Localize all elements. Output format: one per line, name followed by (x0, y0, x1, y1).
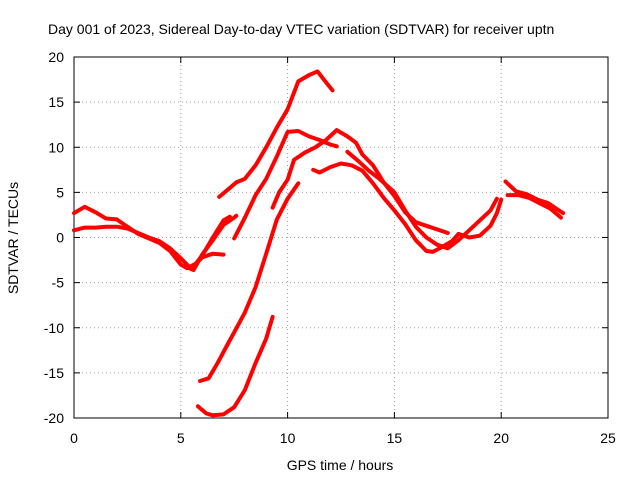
series-arc-4 (217, 69, 335, 199)
y-tick-label: 10 (48, 139, 64, 155)
y-tick-label: -10 (44, 320, 64, 336)
x-tick-label: 0 (70, 430, 78, 446)
grid (74, 57, 608, 418)
x-axis-label: GPS time / hours (287, 457, 394, 473)
y-tick-label: 5 (56, 184, 64, 200)
y-tick-label: 0 (56, 230, 64, 246)
series-arc-8 (345, 149, 499, 251)
series-arc-7 (311, 161, 504, 254)
x-tick-label: 20 (493, 430, 509, 446)
x-tick-label: 25 (600, 430, 616, 446)
series-arc-2 (72, 214, 232, 272)
series-arc-6 (270, 128, 450, 235)
y-tick-label: 15 (48, 94, 64, 110)
y-axis-label: SDTVAR / TECUs (5, 182, 21, 294)
series-arc-9 (503, 179, 566, 216)
x-tick-label: 5 (177, 430, 185, 446)
tick-labels: 0 5 10 15 20 25 20 15 10 5 0 -5 -10 -15 -20 (44, 49, 616, 446)
y-tick-label: 20 (48, 49, 64, 65)
series-arc-12 (198, 181, 301, 383)
series-group (72, 69, 566, 418)
y-tick-label: -20 (44, 410, 64, 426)
axis-ticks (73, 56, 609, 419)
series-arc-3 (183, 213, 239, 272)
series-arc-10 (505, 193, 563, 220)
x-tick-label: 10 (280, 430, 296, 446)
y-tick-label: -15 (44, 365, 64, 381)
chart-title: Day 001 of 2023, Sidereal Day-to-day VTE… (48, 21, 554, 37)
series-arc-11 (195, 314, 275, 418)
x-tick-label: 15 (387, 430, 403, 446)
y-tick-label: -5 (52, 275, 65, 291)
